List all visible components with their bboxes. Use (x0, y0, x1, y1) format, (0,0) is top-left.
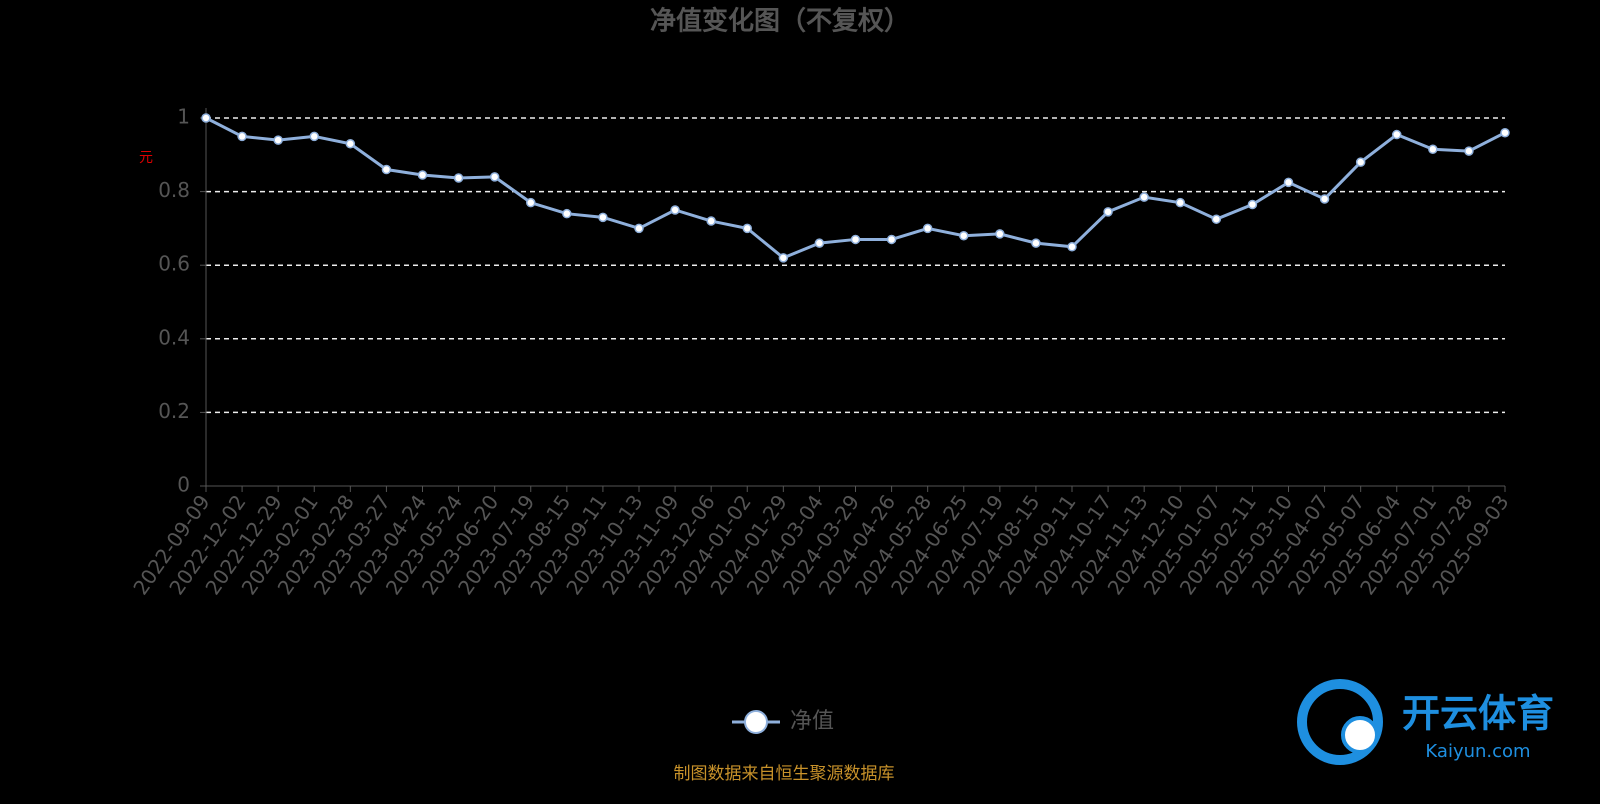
data-point (886, 234, 897, 245)
y-tick-label: 0 (177, 473, 190, 497)
data-point (959, 231, 969, 241)
data-point (670, 205, 680, 215)
legend-marker (744, 710, 768, 734)
data-point (1428, 144, 1438, 155)
data-point (1139, 192, 1149, 202)
data-point (850, 234, 861, 245)
logo-ring (1297, 679, 1383, 765)
watermark-brand: 开云体育 (1402, 692, 1554, 736)
data-point (417, 170, 428, 180)
source-note: 制图数据来自恒生聚源数据库 (674, 764, 895, 784)
y-tick-label: 0.4 (158, 325, 190, 349)
data-point (778, 253, 789, 263)
data-point (273, 135, 283, 145)
data-point (922, 223, 933, 234)
data-point (489, 172, 500, 182)
watermark-site: Kaiyun.com (1425, 741, 1530, 762)
data-point (1319, 194, 1330, 204)
data-point (526, 197, 536, 208)
data-point (1355, 157, 1366, 167)
data-point (1103, 207, 1113, 217)
y-tick-label: 0.6 (158, 252, 190, 276)
data-point (237, 131, 247, 142)
y-tick-label: 0.8 (158, 178, 190, 202)
data-point (309, 131, 319, 142)
data-point (453, 173, 464, 183)
legend-label: 净值 (790, 709, 834, 734)
data-point (345, 139, 356, 149)
data-point (381, 164, 392, 175)
watermark-logo (1297, 679, 1383, 765)
data-point (706, 216, 716, 226)
data-point (1500, 127, 1510, 138)
data-point (1211, 214, 1222, 224)
data-point (1175, 197, 1185, 208)
data-point (814, 238, 825, 248)
data-point (995, 229, 1005, 239)
data-point (598, 212, 608, 223)
data-point (1067, 242, 1077, 252)
data-point (1464, 146, 1474, 156)
data-point (1031, 238, 1041, 248)
chart-title: 净值变化图（不复权） (650, 6, 910, 37)
y-tick-label: 1 (177, 105, 190, 129)
y-tick-label: 0.2 (158, 399, 190, 423)
data-point (1247, 199, 1258, 210)
data-point (634, 223, 644, 234)
logo-ball (1341, 716, 1379, 754)
data-point (1283, 177, 1294, 188)
data-point (201, 113, 211, 123)
data-point (742, 223, 752, 234)
data-point (1392, 129, 1402, 140)
y-axis-label: 元 (139, 150, 153, 166)
data-point (562, 208, 572, 219)
